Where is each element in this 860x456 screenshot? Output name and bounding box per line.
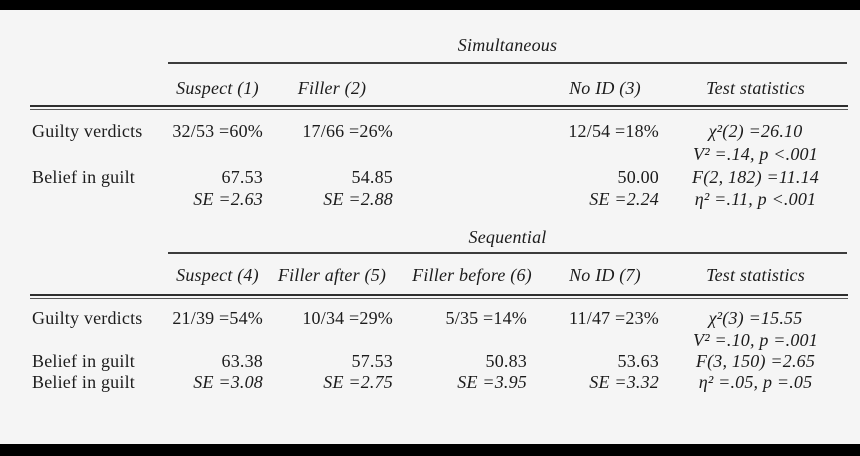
- cell-filler-after-mean: 57.53: [351, 351, 393, 371]
- cell-empty: [168, 329, 267, 351]
- row-label-empty: [30, 329, 168, 351]
- cell-filler-after-se: SE =2.75: [323, 372, 393, 392]
- cell-empty: [267, 329, 397, 351]
- cell-suspect-se: SE =3.08: [193, 372, 263, 392]
- header-spacer: [30, 264, 168, 286]
- sequential-header-row: Suspect (4) Filler after (5) Filler befo…: [30, 264, 848, 286]
- column-header-suspect-4: Suspect (4): [176, 265, 259, 285]
- cell-suspect-percent: 21/39 =54%: [172, 308, 263, 328]
- cell-no-id-se: SE =2.24: [589, 189, 659, 209]
- row-label-belief-in-guilt: Belief in guilt: [32, 167, 135, 187]
- cell-no-id-mean: 53.63: [617, 351, 659, 371]
- table-row: Guilty verdicts 32/53 =60% 17/66 =26% 12…: [30, 120, 848, 142]
- cell-no-id-mean: 50.00: [617, 167, 659, 187]
- cell-empty: [397, 143, 547, 165]
- column-header-no-id-7: No ID (7): [569, 265, 641, 285]
- table-row: Belief in guilt 67.53 54.85 50.00 F(2, 1…: [30, 166, 848, 188]
- cell-filler-mean: 54.85: [351, 167, 393, 187]
- row-label-guilty-verdicts: Guilty verdicts: [32, 308, 143, 328]
- cell-empty: [397, 166, 547, 188]
- cell-suspect-percent: 32/53 =60%: [172, 121, 263, 141]
- row-label-empty: [30, 143, 168, 165]
- bottom-edge-bar: [0, 444, 860, 456]
- cell-empty: [267, 143, 397, 165]
- cell-chi-square: χ²(2) =26.10: [708, 121, 803, 141]
- cell-filler-before-mean: 50.83: [485, 351, 527, 371]
- column-header-no-id-3: No ID (3): [569, 78, 641, 98]
- cell-filler-se: SE =2.88: [323, 189, 393, 209]
- table-row: Belief in guilt SE =3.08 SE =2.75 SE =3.…: [30, 371, 848, 393]
- table-row: SE =2.63 SE =2.88 SE =2.24 η² =.11, p <.…: [30, 188, 848, 210]
- cell-suspect-mean: 63.38: [221, 351, 263, 371]
- section-title-sequential: Sequential: [468, 227, 547, 247]
- table-row: Guilty verdicts 21/39 =54% 10/34 =29% 5/…: [30, 307, 848, 329]
- table-row: Belief in guilt 63.38 57.53 50.83 53.63 …: [30, 350, 848, 372]
- simultaneous-header-row: Suspect (1) Filler (2) No ID (3) Test st…: [30, 77, 848, 99]
- sequential-header-rule: [30, 294, 848, 299]
- cell-no-id-percent: 12/54 =18%: [568, 121, 659, 141]
- cell-empty: [397, 188, 547, 210]
- cell-filler-before-se: SE =3.95: [457, 372, 527, 392]
- row-label-guilty-verdicts: Guilty verdicts: [32, 121, 143, 141]
- cell-eta-square: η² =.05, p =.05: [698, 372, 813, 392]
- cell-eta-square: η² =.11, p <.001: [694, 189, 817, 209]
- cell-cramers-v: V² =.10, p =.001: [693, 330, 818, 350]
- sequential-title-rule: [168, 252, 847, 254]
- cell-f-statistic: F(3, 150) =2.65: [695, 351, 816, 371]
- simultaneous-header-rule: [30, 105, 848, 110]
- top-edge-bar: [0, 0, 860, 10]
- cell-cramers-v: V² =.14, p <.001: [693, 144, 818, 164]
- row-label-belief-in-guilt: Belief in guilt: [32, 351, 135, 371]
- section-title-simultaneous: Simultaneous: [457, 35, 558, 55]
- cell-empty: [547, 143, 663, 165]
- column-header-suspect-1: Suspect (1): [176, 78, 259, 98]
- cell-empty: [547, 329, 663, 351]
- cell-empty: [397, 120, 547, 142]
- header-spacer: [30, 77, 168, 99]
- column-header-test-statistics: Test statistics: [706, 78, 805, 98]
- cell-empty: [168, 143, 267, 165]
- column-header-filler-before-6: Filler before (6): [412, 265, 532, 285]
- table-row: V² =.14, p <.001: [30, 143, 848, 165]
- simultaneous-title-rule: [168, 62, 847, 64]
- cell-empty: [397, 329, 547, 351]
- cell-no-id-percent: 11/47 =23%: [569, 308, 659, 328]
- cell-filler-before-percent: 5/35 =14%: [445, 308, 527, 328]
- column-header-test-statistics: Test statistics: [706, 265, 805, 285]
- cell-filler-after-percent: 10/34 =29%: [302, 308, 393, 328]
- column-header-filler-after-5: Filler after (5): [277, 265, 387, 285]
- cell-f-statistic: F(2, 182) =11.14: [692, 167, 819, 187]
- row-label-belief-in-guilt: Belief in guilt: [32, 372, 135, 392]
- column-header-empty: [397, 77, 547, 99]
- row-label-empty: [30, 188, 168, 210]
- cell-suspect-se: SE =2.63: [193, 189, 263, 209]
- column-header-filler-2: Filler (2): [297, 78, 367, 98]
- cell-suspect-mean: 67.53: [221, 167, 263, 187]
- cell-chi-square: χ²(3) =15.55: [708, 308, 803, 328]
- cell-no-id-se: SE =3.32: [589, 372, 659, 392]
- cell-filler-percent: 17/66 =26%: [302, 121, 393, 141]
- table-row: V² =.10, p =.001: [30, 329, 848, 351]
